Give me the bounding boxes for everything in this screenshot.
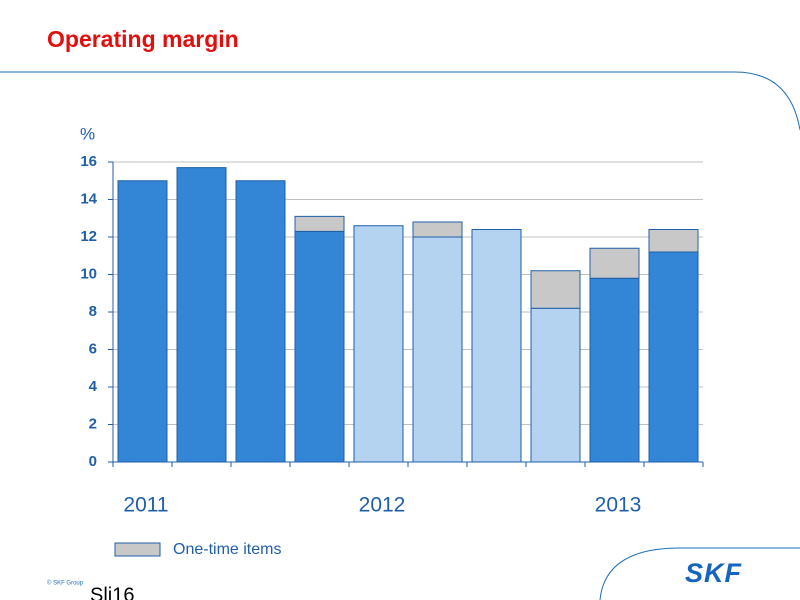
header-line <box>0 71 800 131</box>
bar <box>471 229 522 463</box>
bar <box>589 247 640 279</box>
legend-swatch <box>114 542 161 557</box>
bar <box>530 307 581 463</box>
bar <box>530 270 581 309</box>
bar <box>294 215 345 232</box>
bar <box>235 180 286 463</box>
bar <box>353 225 404 463</box>
legend-label: One-time items <box>173 541 281 558</box>
bar <box>589 277 640 463</box>
y-tick-label: 4 <box>89 378 98 395</box>
footer-copyright: © SKF Group <box>47 580 84 587</box>
bar <box>117 180 168 463</box>
footer-curve <box>599 547 800 600</box>
logo: SKF <box>685 558 743 588</box>
bar <box>648 229 699 253</box>
y-tick-label: 0 <box>89 453 97 470</box>
bar <box>412 221 463 238</box>
x-tick-label: 2012 <box>359 494 406 517</box>
bar <box>294 230 345 463</box>
y-unit: % <box>80 124 95 143</box>
y-tick-label: 8 <box>89 303 97 320</box>
bar <box>176 167 227 463</box>
slide-label: Sli16 <box>90 584 134 600</box>
y-tick-label: 2 <box>89 415 97 432</box>
y-tick-label: 10 <box>80 265 97 282</box>
y-tick-label: 16 <box>80 153 97 170</box>
bar <box>648 251 699 463</box>
slide-title: Operating margin <box>47 26 239 52</box>
y-tick-label: 12 <box>80 228 97 245</box>
y-tick-label: 6 <box>89 340 97 357</box>
bar <box>412 236 463 463</box>
y-tick-label: 14 <box>80 190 97 207</box>
x-tick-label: 2013 <box>595 494 642 517</box>
x-tick-label: 2011 <box>123 494 168 517</box>
